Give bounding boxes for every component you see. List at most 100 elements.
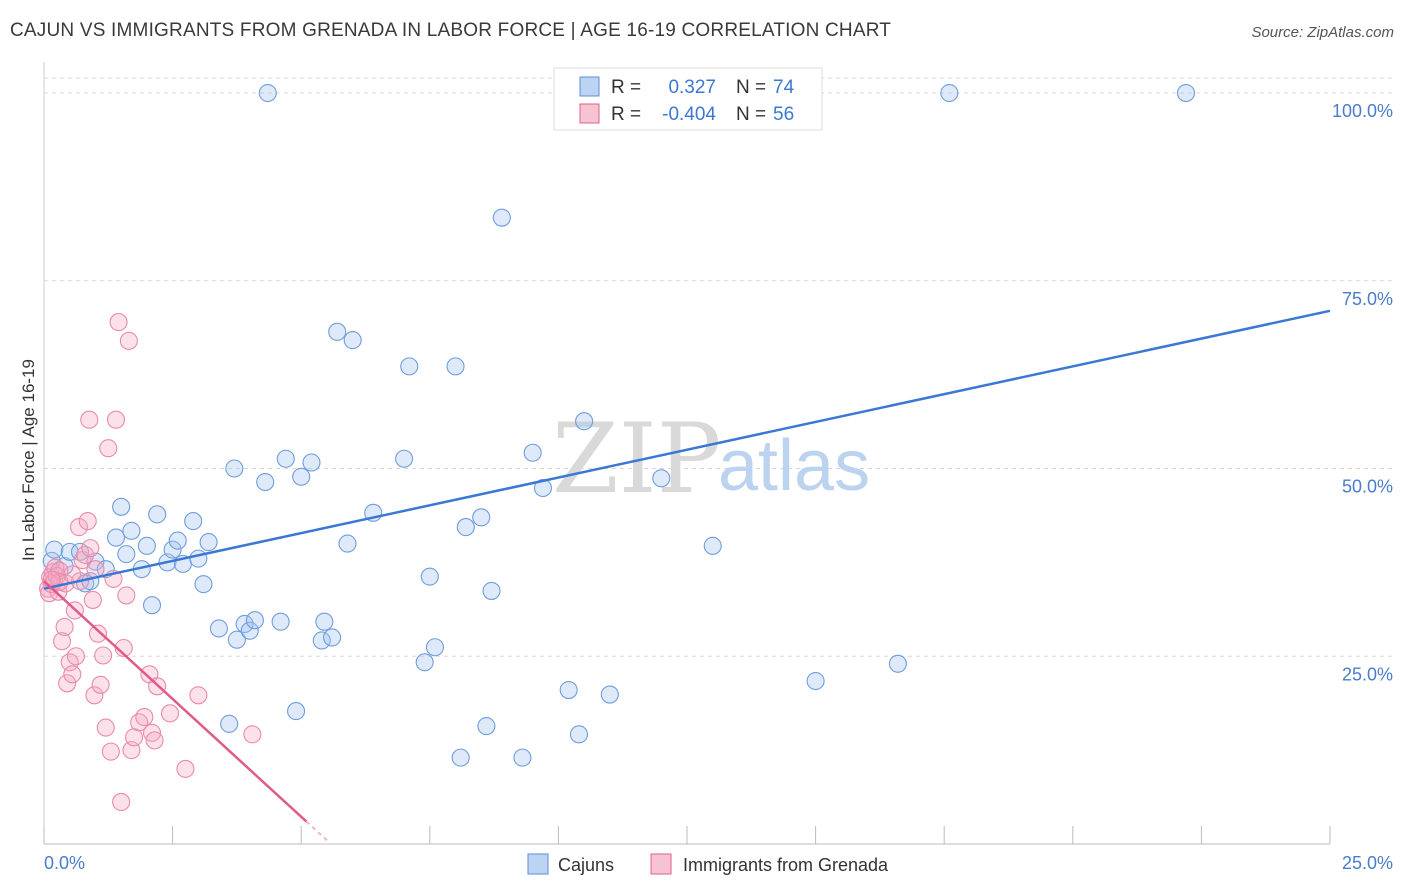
cajuns-point [256,472,275,492]
bottom-legend: Cajuns Immigrants from Grenada [527,853,889,875]
cajuns-point [302,453,321,472]
grenada-trend-line [43,580,308,823]
cajuns-point [415,653,434,672]
cajuns-point [472,508,491,527]
cajuns-point [315,612,334,631]
cajuns-point [575,412,594,431]
cajuns-point [888,654,907,673]
y-tick-label: 75.0% [1342,289,1393,309]
bottom-legend-swatch-grenada [650,853,672,875]
grenada-point [69,518,89,537]
legend-n-label-2: N = [736,104,766,125]
grenada-point [88,624,108,643]
legend-n-value-2: 56 [773,104,794,125]
grenada-point [101,742,120,761]
legend-swatch-cajuns [579,76,600,97]
cajuns-point [323,628,342,647]
cajuns-point [184,512,203,531]
grid-lines [44,77,1392,657]
tick-labels: 25.0% 50.0% 75.0% 100.0% 0.0% 25.0% [44,101,1393,873]
cajuns-point [292,467,311,486]
grenada-point [160,704,180,723]
grenada-point [55,617,74,637]
cajuns-point [523,443,542,462]
grenada-point [63,665,82,684]
cajuns-point [703,536,722,555]
chart-title: CAJUN VS IMMIGRANTS FROM GRENADA IN LABO… [10,20,892,41]
series-cajuns-points [42,83,1196,767]
grenada-point [52,632,72,651]
cajuns-point [45,540,64,559]
grenada-point [94,646,113,665]
cajuns-point [456,518,475,537]
cajuns-point [806,671,825,691]
axes [43,62,1331,845]
cajuns-point [209,619,228,638]
legend-n-label-1: N = [736,77,766,98]
y-tick-label: 25.0% [1342,664,1393,684]
grenada-point [58,674,77,693]
trend-lines [43,309,1331,841]
chart-source: Source: ZipAtlas.com [1251,24,1394,41]
cajuns-point [276,449,295,468]
cajuns-point [142,596,162,615]
cajuns-point [271,612,290,631]
cajuns-point [492,208,511,227]
legend-r-label-1: R = [611,77,641,98]
cajuns-point [482,581,501,600]
cajuns-point [287,702,306,721]
cajuns-point [395,449,414,468]
cajuns-point [194,575,213,594]
cajuns-point [425,638,444,657]
cajuns-point [338,534,357,553]
cajuns-point [533,478,553,498]
cajuns-point [600,685,619,704]
cajuns-point [137,536,156,555]
grenada-point [119,331,138,350]
cajuns-point [168,531,187,550]
x-tick-label-max: 25.0% [1342,853,1393,873]
grenada-point [96,718,115,737]
grenada-point [78,512,97,531]
cajuns-point [559,680,578,700]
legend-r-label-2: R = [611,104,641,125]
legend-r-value-1: 0.327 [668,77,716,98]
grenada-point [189,686,208,705]
cajuns-point [220,714,239,733]
cajuns-point [513,748,532,767]
cajuns-point [328,322,347,341]
grenada-point [99,439,118,458]
cajuns-point [106,528,126,547]
grenada-point [117,586,136,605]
cajuns-point [189,549,208,568]
grenada-point [124,728,144,747]
cajuns-point [117,545,136,564]
grenada-point [83,590,102,609]
watermark: ZIP atlas [552,403,870,515]
cajuns-point [199,533,218,552]
legend-r-value-2: -0.404 [662,104,716,125]
bottom-legend-label-grenada: Immigrants from Grenada [683,855,889,875]
cajuns-point [112,497,131,516]
bottom-legend-swatch-cajuns [527,853,549,875]
grenada-point [145,731,164,750]
cajuns-point [227,630,246,649]
grenada-point [66,647,85,666]
grenada-point [80,410,99,429]
cajuns-point [1176,83,1196,103]
grenada-point [130,713,149,732]
grenada-point [106,410,126,429]
cajuns-point [940,83,959,103]
grenada-point [243,725,262,744]
y-tick-label: 50.0% [1342,477,1393,497]
cajuns-point [446,357,465,376]
cajuns-point [258,83,277,103]
cajuns-point [225,459,244,478]
x-tick-label-min: 0.0% [44,853,85,873]
watermark-atlas: atlas [718,426,870,506]
cajuns-point [420,567,439,586]
cajuns-point [652,469,671,488]
grenada-point [112,792,131,811]
cajuns-point [240,621,259,640]
